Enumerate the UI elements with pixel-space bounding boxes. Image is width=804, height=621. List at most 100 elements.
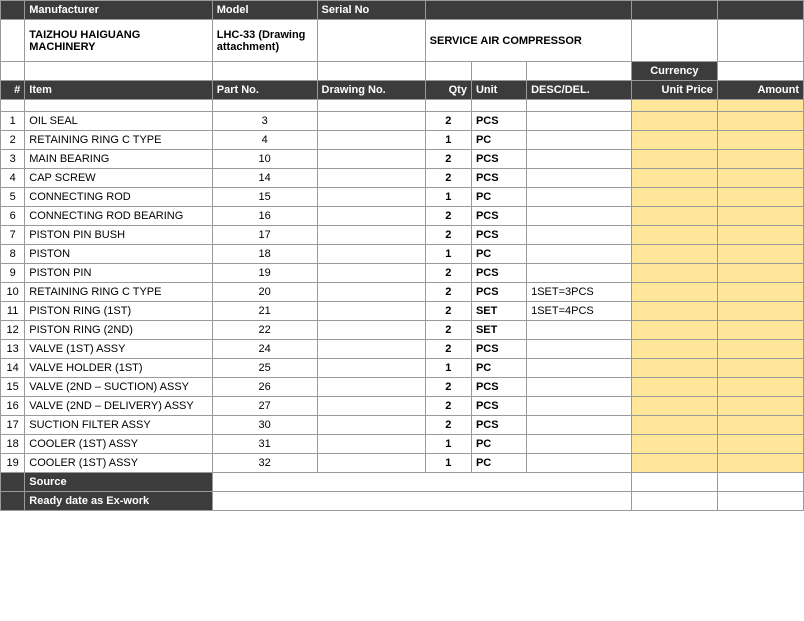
cell-unit: PCS [471, 378, 526, 397]
cell-price[interactable] [631, 435, 717, 454]
footer-source: Source [25, 473, 213, 492]
cell-amount[interactable] [717, 131, 803, 150]
cell-price[interactable] [631, 321, 717, 340]
cell-amount[interactable] [717, 226, 803, 245]
cell-num: 3 [1, 150, 25, 169]
cell-item: CAP SCREW [25, 169, 213, 188]
cell-price[interactable] [631, 207, 717, 226]
cell-amount[interactable] [717, 150, 803, 169]
cell-price[interactable] [631, 150, 717, 169]
cell-drawing [317, 435, 425, 454]
col-qty: Qty [425, 81, 471, 100]
cell-unit: PCS [471, 283, 526, 302]
cell-num: 11 [1, 302, 25, 321]
cell-amount[interactable] [717, 378, 803, 397]
cell-unit: PC [471, 188, 526, 207]
cell-unit: PCS [471, 112, 526, 131]
cell-price[interactable] [631, 226, 717, 245]
cell-desc [527, 245, 632, 264]
cell-unit: SET [471, 302, 526, 321]
cell-item: OIL SEAL [25, 112, 213, 131]
cell-part: 31 [212, 435, 317, 454]
cell-amount[interactable] [717, 416, 803, 435]
cell-price[interactable] [631, 264, 717, 283]
table-row: 1OIL SEAL32PCS [1, 112, 804, 131]
cell-price[interactable] [631, 302, 717, 321]
cell-amount[interactable] [717, 169, 803, 188]
table-row: 17SUCTION FILTER ASSY302PCS [1, 416, 804, 435]
cell-amount[interactable] [717, 283, 803, 302]
cell-amount[interactable] [717, 359, 803, 378]
cell-drawing [317, 416, 425, 435]
cell-desc [527, 131, 632, 150]
cell-amount[interactable] [717, 435, 803, 454]
col-item: Item [25, 81, 213, 100]
col-part: Part No. [212, 81, 317, 100]
cell-amount[interactable] [717, 340, 803, 359]
value-model: LHC-33 (Drawing attachment) [212, 20, 317, 62]
cell-item: PISTON RING (1ST) [25, 302, 213, 321]
cell-amount[interactable] [717, 207, 803, 226]
col-amount: Amount [717, 81, 803, 100]
cell-num: 14 [1, 359, 25, 378]
cell-drawing [317, 245, 425, 264]
cell-price[interactable] [631, 454, 717, 473]
table-row: 18COOLER (1ST) ASSY311PC [1, 435, 804, 454]
cell-desc [527, 169, 632, 188]
cell-amount[interactable] [717, 397, 803, 416]
cell-num: 4 [1, 169, 25, 188]
cell-drawing [317, 397, 425, 416]
cell-amount[interactable] [717, 454, 803, 473]
table-row: 13VALVE (1ST) ASSY242PCS [1, 340, 804, 359]
cell-unit: PC [471, 131, 526, 150]
cell-price[interactable] [631, 359, 717, 378]
cell-item: PISTON PIN [25, 264, 213, 283]
cell-part: 10 [212, 150, 317, 169]
table-row: 6CONNECTING ROD BEARING162PCS [1, 207, 804, 226]
cell-item: CONNECTING ROD [25, 188, 213, 207]
cell-part: 19 [212, 264, 317, 283]
cell-desc: 1SET=3PCS [527, 283, 632, 302]
cell-part: 25 [212, 359, 317, 378]
cell-num: 9 [1, 264, 25, 283]
cell-price[interactable] [631, 188, 717, 207]
cell-num: 2 [1, 131, 25, 150]
cell-part: 20 [212, 283, 317, 302]
cell-item: PISTON RING (2ND) [25, 321, 213, 340]
cell-price[interactable] [631, 112, 717, 131]
cell-price[interactable] [631, 340, 717, 359]
cell-amount[interactable] [717, 264, 803, 283]
cell-desc [527, 150, 632, 169]
cell-amount[interactable] [717, 112, 803, 131]
table-row: 9PISTON PIN192PCS [1, 264, 804, 283]
cell-item: VALVE (1ST) ASSY [25, 340, 213, 359]
cell-item: CONNECTING ROD BEARING [25, 207, 213, 226]
col-drawing: Drawing No. [317, 81, 425, 100]
cell-amount[interactable] [717, 302, 803, 321]
cell-amount[interactable] [717, 188, 803, 207]
cell-desc [527, 359, 632, 378]
cell-item: SUCTION FILTER ASSY [25, 416, 213, 435]
cell-desc [527, 435, 632, 454]
cell-price[interactable] [631, 131, 717, 150]
col-num: # [1, 81, 25, 100]
cell-qty: 1 [425, 435, 471, 454]
cell-price[interactable] [631, 416, 717, 435]
cell-price[interactable] [631, 245, 717, 264]
cell-item: VALVE (2ND – DELIVERY) ASSY [25, 397, 213, 416]
cell-price[interactable] [631, 397, 717, 416]
cell-price[interactable] [631, 283, 717, 302]
cell-part: 17 [212, 226, 317, 245]
cell-drawing [317, 283, 425, 302]
cell-amount[interactable] [717, 245, 803, 264]
table-row: 7PISTON PIN BUSH172PCS [1, 226, 804, 245]
cell-amount[interactable] [717, 321, 803, 340]
cell-unit: PCS [471, 264, 526, 283]
cell-drawing [317, 302, 425, 321]
cell-desc [527, 340, 632, 359]
cell-item: COOLER (1ST) ASSY [25, 435, 213, 454]
cell-part: 22 [212, 321, 317, 340]
cell-price[interactable] [631, 378, 717, 397]
cell-price[interactable] [631, 169, 717, 188]
cell-qty: 2 [425, 207, 471, 226]
